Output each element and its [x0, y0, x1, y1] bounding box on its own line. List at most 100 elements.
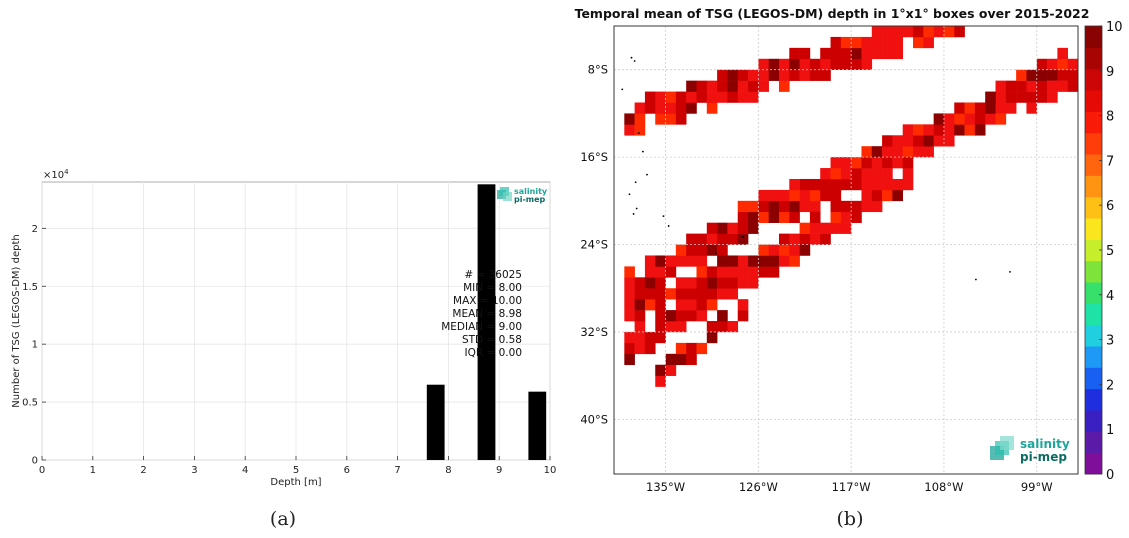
map-cell — [675, 342, 687, 355]
map-cell — [675, 299, 687, 311]
island-dot — [662, 215, 665, 218]
colorbar-segment — [1085, 111, 1102, 134]
map-cell — [851, 58, 862, 71]
stat-min: MIN = 8.00 — [463, 282, 522, 294]
map-cell — [809, 189, 821, 202]
map-cell — [768, 58, 780, 71]
island-dot — [633, 60, 636, 62]
map-cell — [748, 211, 759, 223]
map-cell — [737, 222, 749, 234]
map-cell — [923, 124, 934, 136]
map-cell — [768, 69, 780, 81]
map-cell — [1057, 80, 1068, 92]
map-cell — [1026, 102, 1038, 114]
map-cell — [830, 157, 842, 169]
map-cell — [882, 36, 893, 49]
island-dot — [741, 235, 744, 238]
map-cell — [1016, 91, 1027, 103]
map-cell — [706, 299, 718, 311]
map-cell — [778, 211, 790, 223]
colorbar-segment — [1085, 260, 1102, 283]
map-cell — [624, 342, 635, 355]
map-cell — [748, 266, 759, 278]
map-cell — [768, 255, 780, 267]
map-cell — [943, 113, 955, 125]
map-cell — [706, 91, 718, 103]
colorbar-segment — [1085, 196, 1102, 219]
map-cell — [675, 310, 687, 322]
map-cell — [985, 113, 996, 125]
map-cell — [882, 189, 893, 202]
map-cell — [840, 36, 852, 49]
map-cell — [933, 26, 945, 38]
lat-tick-label: 16°S — [580, 150, 608, 164]
map-cell — [1036, 80, 1048, 92]
map-cell — [717, 91, 728, 103]
colorbar-segment — [1085, 367, 1102, 390]
histogram-ticks: 0 1 2 3 4 5 6 7 8 9 10 0 0.5 1 1.5 2 — [22, 224, 556, 476]
map-cell — [675, 244, 687, 256]
map-cell — [882, 26, 893, 38]
map-cell — [696, 299, 708, 311]
map-cell — [675, 91, 687, 103]
map-cell — [696, 288, 708, 300]
lat-tick-label: 8°S — [588, 63, 608, 77]
map-cell — [809, 211, 821, 223]
map-cell — [913, 26, 924, 38]
map-cell — [778, 200, 790, 213]
map-cell — [665, 113, 677, 125]
map-cell — [675, 102, 687, 114]
map-cell — [882, 157, 893, 169]
map-cell — [727, 91, 739, 103]
map-cell — [892, 146, 904, 158]
map-cell — [861, 189, 873, 202]
colorbar-tick-label: 2 — [1106, 378, 1114, 393]
map-panel: Temporal mean of TSG (LEGOS-DM) depth in… — [575, 6, 1123, 494]
map-cell — [737, 80, 749, 92]
histogram-bar — [477, 184, 496, 461]
map-cell — [665, 266, 677, 278]
map-cell — [871, 157, 883, 169]
x-tick-label: 8 — [445, 465, 451, 476]
map-cell — [840, 222, 852, 234]
map-cell — [768, 189, 780, 202]
map-cell — [1047, 91, 1058, 103]
map-cell — [634, 310, 646, 322]
map-cell — [727, 222, 739, 234]
map-cell — [974, 102, 986, 114]
map-cell — [1036, 69, 1048, 81]
map-cell — [644, 288, 656, 300]
map-cell — [778, 189, 790, 202]
map-cell — [985, 91, 996, 103]
colorbar-segment — [1085, 68, 1102, 91]
map-cell — [1067, 80, 1079, 92]
logo-mark — [503, 192, 512, 201]
map-cell — [665, 102, 677, 114]
colorbar-segment — [1085, 410, 1102, 432]
y-tick-label: 0.5 — [22, 398, 38, 409]
map-cell — [820, 47, 831, 60]
map-cell — [902, 146, 914, 158]
map-cell — [809, 222, 821, 234]
map-cell — [892, 36, 904, 49]
map-cell — [1005, 80, 1017, 92]
map-cell — [1057, 47, 1068, 60]
map-cell — [820, 222, 831, 234]
map-cell — [737, 310, 749, 322]
colorbar-segment — [1085, 452, 1102, 475]
map-cell — [1005, 102, 1017, 114]
histogram-bar — [426, 384, 445, 460]
map-cell — [799, 244, 811, 256]
map-cell — [902, 26, 914, 38]
logo-line1: salinity — [1020, 437, 1070, 451]
colorbar: 0 1 2 3 4 5 6 7 8 9 10 — [1084, 20, 1123, 483]
map-cell — [840, 211, 852, 223]
map-cell — [789, 69, 800, 81]
map-cell — [1067, 69, 1079, 81]
map-cell — [665, 288, 677, 300]
map-cell — [923, 36, 934, 49]
map-cell — [871, 200, 883, 213]
islands — [621, 56, 1011, 281]
map-cell — [809, 200, 821, 213]
